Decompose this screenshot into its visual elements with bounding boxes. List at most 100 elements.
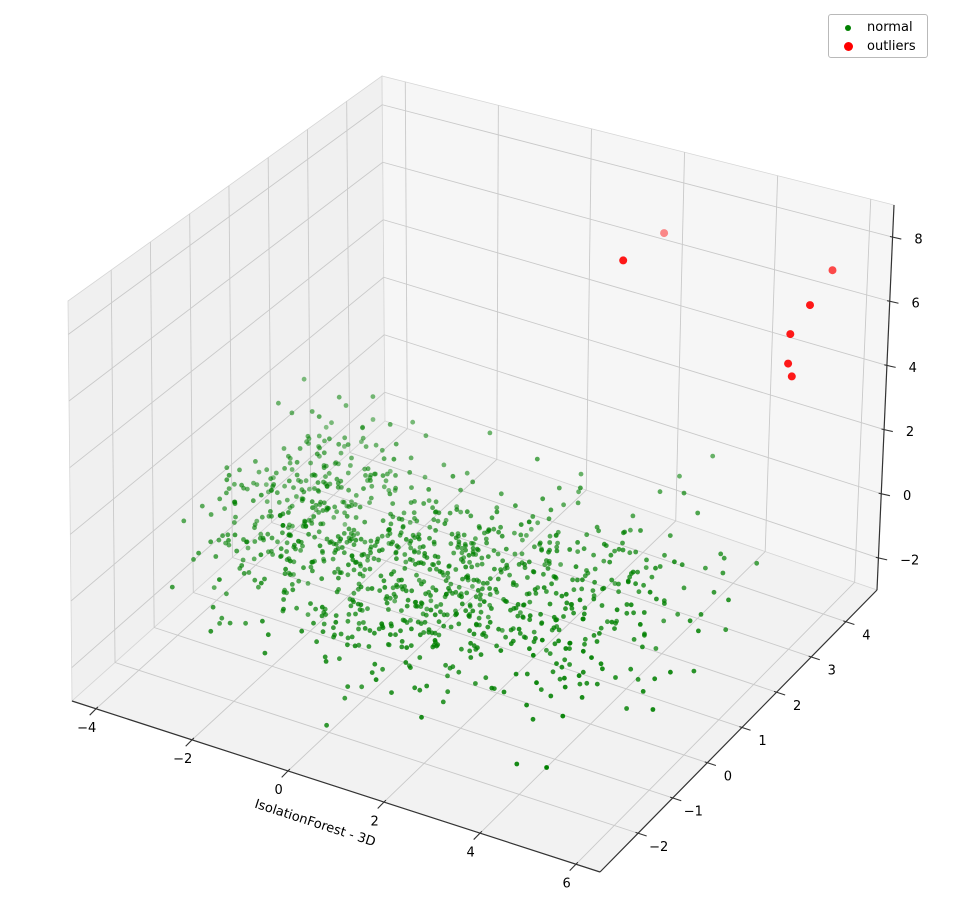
data-point-normal	[326, 505, 331, 511]
data-point-normal	[306, 531, 311, 537]
data-point-normal	[342, 522, 348, 527]
data-point-normal	[381, 484, 387, 490]
data-point-normal	[460, 559, 466, 565]
data-point-normal	[369, 483, 375, 489]
data-point-normal	[409, 485, 414, 490]
data-point-normal	[420, 544, 426, 549]
data-point-normal	[289, 503, 295, 509]
data-point-normal	[463, 608, 469, 614]
data-point-normal	[468, 513, 474, 519]
data-point-normal	[299, 628, 305, 634]
data-point-normal	[269, 548, 274, 554]
data-point-normal	[576, 673, 582, 679]
data-point-normal	[362, 626, 368, 631]
data-point-normal	[371, 556, 377, 562]
data-point-normal	[301, 376, 307, 382]
data-point-normal	[512, 530, 517, 536]
data-point-normal	[373, 442, 379, 448]
data-point-normal	[548, 507, 554, 513]
data-point-normal	[360, 435, 366, 441]
data-point-normal	[598, 661, 604, 667]
data-point-normal	[640, 689, 646, 694]
data-point-normal	[243, 620, 249, 626]
data-point-normal	[532, 587, 538, 592]
data-point-normal	[579, 586, 585, 592]
data-point-normal	[518, 522, 524, 527]
data-point-normal	[252, 539, 258, 544]
gridline-z	[70, 276, 385, 535]
gridline-x	[479, 551, 766, 834]
data-point-normal	[413, 599, 419, 605]
data-point-normal	[463, 543, 468, 549]
data-point-normal	[346, 487, 351, 493]
data-point-normal	[540, 496, 546, 502]
data-point-normal	[369, 586, 375, 591]
gridline-x	[191, 459, 498, 741]
data-point-normal	[477, 602, 483, 608]
data-point-normal	[533, 636, 538, 641]
data-point-normal	[515, 613, 521, 619]
data-point-normal	[518, 532, 524, 538]
data-point-normal	[539, 620, 545, 626]
data-point-normal	[335, 480, 341, 486]
data-point-normal	[550, 669, 556, 675]
data-point-normal	[393, 549, 399, 555]
data-point-normal	[487, 430, 493, 436]
y-tick-mark	[704, 761, 717, 767]
data-point-normal	[208, 512, 214, 517]
data-point-normal	[589, 655, 594, 660]
data-point-normal	[368, 495, 374, 501]
data-point-outlier	[784, 359, 793, 368]
data-point-normal	[527, 599, 533, 605]
data-point-normal	[440, 699, 446, 705]
data-point-normal	[372, 630, 377, 636]
data-point-normal	[499, 628, 505, 633]
data-point-normal	[323, 659, 329, 664]
data-point-normal	[419, 714, 424, 720]
data-point-normal	[579, 695, 585, 700]
data-point-normal	[389, 623, 394, 629]
data-point-normal	[535, 520, 541, 526]
data-point-normal	[453, 535, 459, 541]
data-point-normal	[365, 554, 371, 559]
data-point-normal	[349, 499, 354, 505]
data-point-normal	[652, 676, 658, 682]
data-point-normal	[596, 528, 601, 534]
data-point-normal	[600, 666, 605, 672]
z-tick-label: 0	[903, 489, 911, 504]
data-point-normal	[567, 640, 573, 646]
y-tick-label: −1	[684, 805, 703, 820]
data-point-normal	[471, 577, 477, 583]
data-point-normal	[681, 490, 687, 496]
x-tick-mark	[473, 830, 483, 840]
data-point-normal	[432, 612, 438, 618]
gridline-z	[383, 219, 888, 366]
data-point-normal	[311, 514, 317, 519]
data-point-normal	[408, 545, 414, 551]
y-tick-mark	[669, 796, 682, 802]
data-point-normal	[424, 555, 430, 560]
data-point-normal	[467, 628, 472, 634]
data-point-normal	[396, 516, 402, 522]
data-point-normal	[286, 525, 291, 531]
data-point-normal	[437, 569, 443, 574]
data-point-normal	[275, 539, 280, 545]
data-point-normal	[358, 584, 364, 590]
data-point-normal	[546, 516, 552, 522]
data-point-normal	[500, 558, 506, 564]
data-point-normal	[256, 469, 262, 475]
data-point-normal	[591, 552, 596, 558]
data-point-normal	[662, 552, 667, 558]
data-point-normal	[456, 669, 462, 675]
data-point-normal	[232, 481, 237, 487]
data-point-normal	[575, 540, 580, 545]
data-point-normal	[484, 580, 490, 586]
data-point-normal	[498, 648, 504, 653]
data-point-normal	[244, 486, 250, 492]
data-point-normal	[718, 551, 724, 557]
data-point-normal	[315, 488, 321, 493]
data-point-normal	[612, 626, 617, 631]
gridline-y	[154, 627, 673, 799]
data-point-normal	[521, 634, 527, 640]
data-point-normal	[687, 618, 693, 624]
